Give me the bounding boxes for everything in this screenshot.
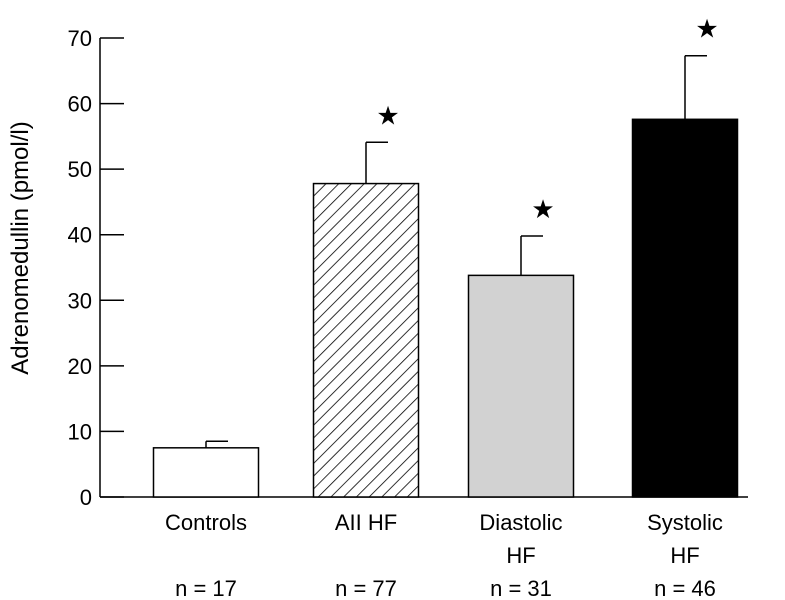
category-label: Controls: [165, 510, 247, 535]
significance-star: ★: [695, 14, 718, 44]
y-tick-label: 20: [68, 354, 92, 379]
y-tick-label: 30: [68, 288, 92, 313]
y-tick-label: 10: [68, 419, 92, 444]
category-label: Diastolic: [479, 510, 562, 535]
category-label: HF: [506, 543, 535, 568]
bar: [631, 118, 739, 498]
y-tick-label: 40: [68, 223, 92, 248]
significance-star: ★: [531, 194, 554, 224]
sample-size-label: n = 46: [654, 576, 716, 600]
bar: [152, 447, 260, 498]
bar-layer: Controls n = 17 ★ AII HF n = 77 ★ Diastolic HF n…: [152, 14, 739, 600]
bar: [312, 182, 420, 498]
y-tick-label: 70: [68, 26, 92, 51]
y-tick-label: 60: [68, 92, 92, 117]
y-axis-title: Adrenomedullin (pmol/l): [7, 121, 34, 374]
sample-size-label: n = 17: [175, 576, 237, 600]
y-tick-label: 0: [80, 485, 92, 510]
y-tick-label: 50: [68, 157, 92, 182]
significance-star: ★: [376, 100, 399, 130]
category-label: AII HF: [335, 510, 397, 535]
category-label: HF: [670, 543, 699, 568]
sample-size-label: n = 77: [335, 576, 397, 600]
bar: [467, 274, 575, 498]
sample-size-label: n = 31: [490, 576, 552, 600]
category-label: Systolic: [647, 510, 723, 535]
